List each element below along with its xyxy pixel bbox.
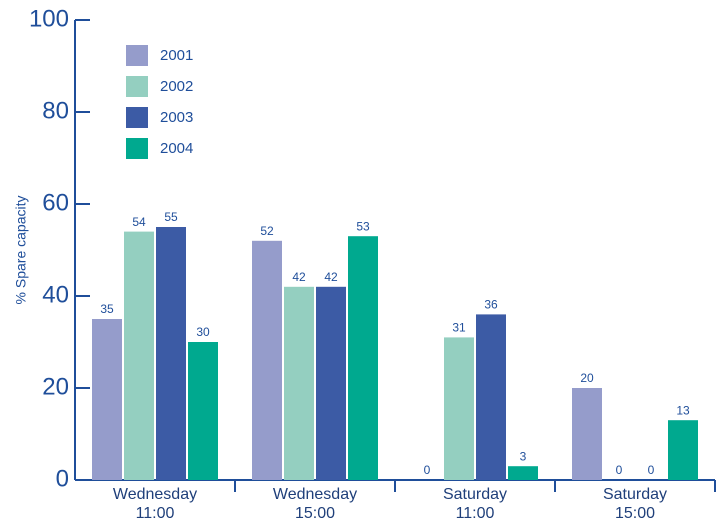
legend-label: 2001 [160, 47, 193, 64]
legend-swatch [126, 107, 148, 128]
bar [572, 388, 602, 480]
legend-swatch [126, 45, 148, 66]
bar [156, 227, 186, 480]
legend-swatch [126, 138, 148, 159]
value-label: 3 [520, 449, 527, 463]
x-tick-label: Saturday 11:00 [442, 486, 508, 522]
value-label: 54 [132, 215, 146, 229]
value-label: 52 [260, 224, 274, 238]
legend-label: 2003 [160, 109, 193, 126]
y-tick-label: 80 [42, 97, 69, 124]
bar [668, 420, 698, 480]
y-tick-label: 20 [42, 373, 69, 400]
y-tick-label: 60 [42, 189, 69, 216]
bar [188, 342, 218, 480]
value-label: 20 [580, 371, 594, 385]
value-label: 36 [484, 298, 498, 312]
y-axis-label: % Spare capacity [13, 196, 29, 305]
bar [284, 286, 314, 480]
bar [476, 314, 506, 480]
value-label: 35 [100, 302, 114, 316]
bar [124, 231, 154, 480]
bar [508, 466, 538, 480]
legend-swatch [126, 76, 148, 97]
value-label: 0 [616, 463, 623, 477]
x-tick-label: Wednesday 15:00 [272, 486, 358, 522]
x-tick-label: Wednesday 11:00 [112, 486, 198, 522]
value-label: 42 [324, 270, 338, 284]
value-label: 55 [164, 210, 178, 224]
bar [444, 337, 474, 480]
bar [92, 319, 122, 480]
bar [252, 240, 282, 480]
legend-label: 2004 [160, 140, 193, 157]
y-tick-label: 40 [42, 281, 69, 308]
bar [348, 236, 378, 480]
value-label: 13 [676, 403, 690, 417]
y-tick-label: 0 [56, 465, 69, 492]
value-label: 42 [292, 270, 306, 284]
x-tick-label: Saturday 15:00 [602, 486, 668, 522]
value-label: 30 [196, 325, 210, 339]
value-label: 53 [356, 219, 370, 233]
value-label: 31 [452, 321, 466, 335]
y-tick-label: 100 [29, 5, 69, 32]
legend-label: 2002 [160, 78, 193, 95]
value-label: 0 [648, 463, 655, 477]
value-label: 0 [424, 463, 431, 477]
bar [316, 286, 346, 480]
